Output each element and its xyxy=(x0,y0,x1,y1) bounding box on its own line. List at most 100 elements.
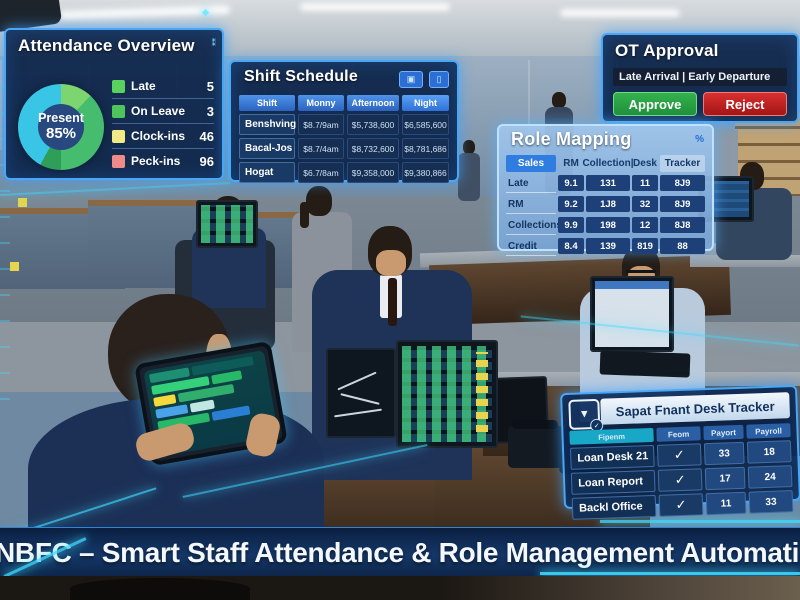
person-center-face xyxy=(376,250,406,276)
approve-button[interactable]: Approve xyxy=(613,92,697,116)
shift-cell: $9,380,866 xyxy=(402,162,449,183)
shift-cell: $6.7/8am xyxy=(298,162,344,183)
legend-row: On Leave 3 xyxy=(112,99,214,124)
role-cell: 198 xyxy=(586,217,630,233)
shift-col-header: Monny xyxy=(298,95,344,111)
legend-label: Peck-ins xyxy=(131,154,181,168)
monitor-left-screen xyxy=(201,205,253,243)
legend-value: 3 xyxy=(206,103,214,119)
legend-row: Late 5 xyxy=(112,74,214,99)
role-mapping-panel: Role Mapping % Sales RM Collection| Desk… xyxy=(497,124,714,256)
phone-handset xyxy=(512,420,558,429)
role-cell: 1J8 xyxy=(586,196,630,212)
shift-cell: $8,732,600 xyxy=(347,138,399,159)
ot-title: OT Approval xyxy=(615,41,719,60)
attendance-legend: Late 5 On Leave 3 Clock-ins 46 Peck-ins … xyxy=(112,74,214,173)
role-col-header: Desk xyxy=(633,158,657,169)
ot-approval-panel: OT Approval Late Arrival | Early Departu… xyxy=(601,33,799,123)
check-icon: ✓ xyxy=(657,468,703,492)
funnel-glyph: ▼ xyxy=(578,408,590,421)
person-woman-head xyxy=(306,186,332,216)
role-cell: 8J8 xyxy=(660,217,705,233)
tracker-cell: 18 xyxy=(746,440,792,464)
shift-col-header: Night xyxy=(402,95,449,111)
banner-main-text: NBFC – Smart Staff Attendance & Role Man… xyxy=(0,536,800,568)
tracker-row-label: Loan Report xyxy=(570,469,656,495)
funnel-document-icon: ▼ ✓ xyxy=(568,398,604,433)
sticky-note xyxy=(10,262,19,271)
legend-label: Late xyxy=(131,79,156,93)
role-cell: 131 xyxy=(586,175,630,191)
tracker-cell: 33 xyxy=(748,490,794,514)
person-background-head xyxy=(552,92,566,108)
tracker-col-header: Payroll xyxy=(746,423,791,439)
donut-center-value: 85% xyxy=(45,124,77,142)
ceiling-light xyxy=(300,3,450,11)
tracker-cell: 33 xyxy=(703,441,745,466)
role-cell: RM xyxy=(506,195,556,214)
shift-cell: Hogat xyxy=(239,162,295,183)
title-banner: NBFC – Smart Staff Attendance & Role Man… xyxy=(0,527,800,577)
tracker-cell: 24 xyxy=(747,465,793,489)
layout-icon: ▣ xyxy=(399,71,423,88)
attendance-donut-chart: Present 85% xyxy=(18,84,104,170)
role-cell: 32 xyxy=(632,196,658,212)
ot-subtitle: Late Arrival | Early Departure xyxy=(613,68,787,86)
tablet-ui-chip xyxy=(153,394,177,407)
role-cell: 8J9 xyxy=(660,196,705,212)
front-desk-tracker-panel: ▼ ✓ Sapat Fnant Desk Tracker Fipenm Feom… xyxy=(560,384,800,520)
attendance-overview-panel: Attendance Overview ⁑ Present 85% Late 5… xyxy=(4,28,224,180)
reject-button[interactable]: Reject xyxy=(703,92,787,116)
percent-icon: % xyxy=(695,134,704,145)
glow-line xyxy=(600,520,800,523)
role-cell: 11 xyxy=(632,175,658,191)
role-col-header: Collection| xyxy=(582,158,634,169)
tracker-table: Fipenm Feom Payort Payroll Loan Desk 21 … xyxy=(569,423,794,520)
shift-col-header: Afternoon xyxy=(347,95,399,111)
legend-row: Clock-ins 46 xyxy=(112,124,214,149)
chart-line xyxy=(340,393,380,405)
tracker-cell: 11 xyxy=(705,491,747,516)
shift-cell: $8.7/9am xyxy=(298,114,344,135)
role-cell: 88 xyxy=(660,238,705,254)
legend-value: 5 xyxy=(206,78,214,94)
tracker-title: Sapat Fnant Desk Tracker xyxy=(600,392,791,425)
tracker-col-header: Feom xyxy=(656,426,701,442)
monitor-right-desk xyxy=(590,276,674,352)
chart-line xyxy=(337,371,377,391)
attendance-title: Attendance Overview xyxy=(18,36,195,55)
device-icon: ▯ xyxy=(429,71,449,88)
tablet-ui-chip xyxy=(189,399,215,413)
banner-glow-line xyxy=(540,572,800,575)
spreadsheet-yellow-cells xyxy=(476,352,488,432)
role-col-header: Tracker xyxy=(660,155,705,172)
shift-cell: $6,585,600 xyxy=(402,114,449,135)
person-background-body xyxy=(458,153,480,201)
role-cell: 819 xyxy=(632,238,658,254)
legend-swatch xyxy=(112,154,125,168)
role-title: Role Mapping xyxy=(511,129,632,149)
desk-phone xyxy=(508,426,564,468)
legend-label: On Leave xyxy=(131,104,186,118)
role-cell: Credit xyxy=(506,237,556,256)
sparkle-icon: ⁑ xyxy=(211,38,217,48)
tablet-ui-chip xyxy=(211,405,251,421)
legend-label: Clock-ins xyxy=(131,129,186,143)
shift-table: Shift Monny Afternoon Night Benshving $8… xyxy=(239,95,449,183)
legend-row: Peck-ins 96 xyxy=(112,149,214,173)
shift-col-header: Shift xyxy=(239,95,295,111)
tracker-col-header: Fipenm xyxy=(569,427,654,445)
tracker-row-label: Loan Desk 21 xyxy=(569,444,655,470)
chair-silhouette xyxy=(70,578,250,600)
role-col-header: RM xyxy=(563,158,579,169)
circuit-lines xyxy=(0,80,10,400)
role-cell: 9.9 xyxy=(558,217,584,233)
legend-swatch xyxy=(112,79,125,93)
role-cell: Collections xyxy=(506,216,562,235)
person-center-tie xyxy=(388,278,397,326)
monitor-left-desk xyxy=(196,200,258,248)
shift-cell: $9,358,000 xyxy=(347,162,399,183)
role-cell: 8J9 xyxy=(660,175,705,191)
legend-swatch xyxy=(112,104,125,118)
